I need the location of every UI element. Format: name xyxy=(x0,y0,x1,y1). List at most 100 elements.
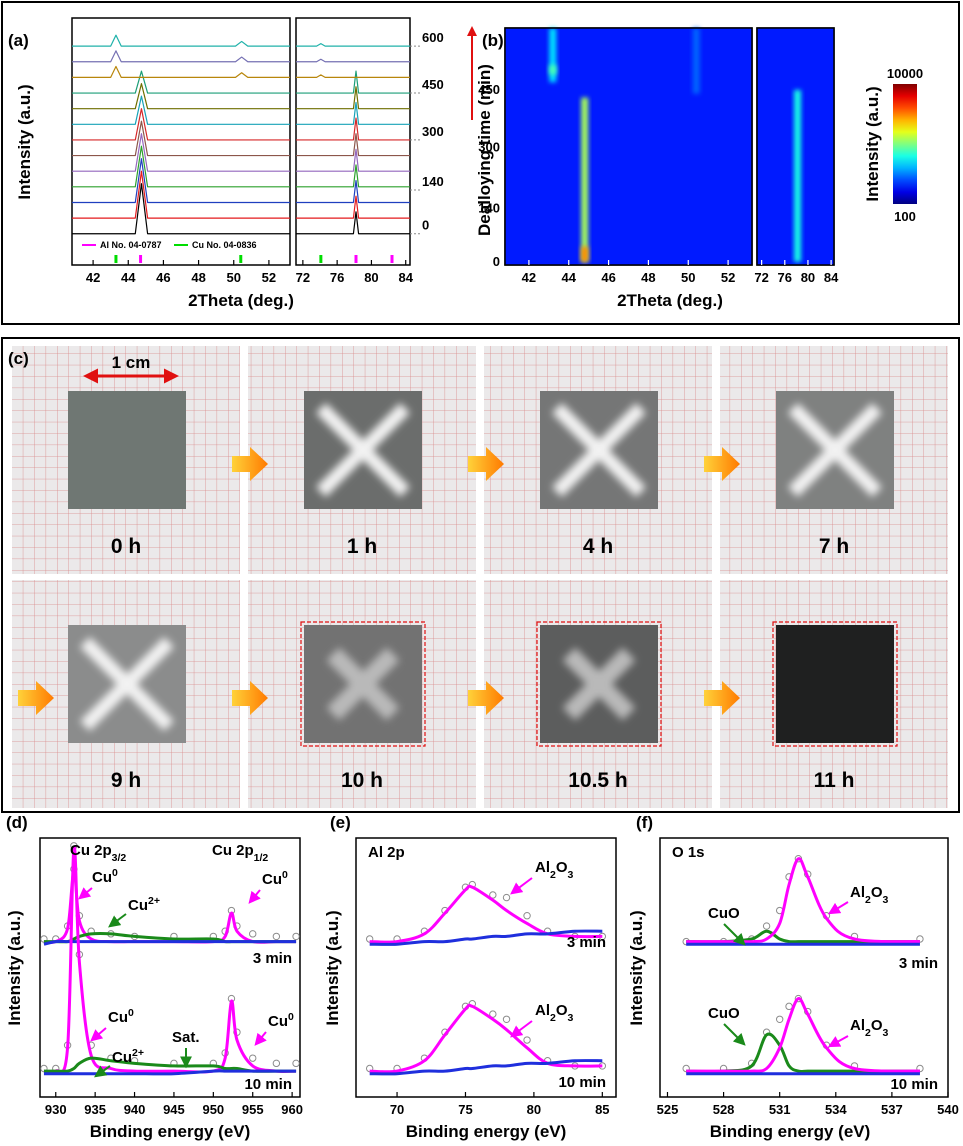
y-axis-title: Intensity (a.u.) xyxy=(15,84,34,199)
annotation: Cu 2p1/2 xyxy=(212,842,268,864)
annotation-part: Cu xyxy=(262,871,282,888)
y-tick-label: 300 xyxy=(422,124,444,139)
heatmap-streak xyxy=(581,246,589,262)
annotation-part: 2 xyxy=(550,869,556,881)
y-tick-label: 450 xyxy=(478,82,500,97)
sample-pattern xyxy=(562,647,636,721)
photo-caption: 7 h xyxy=(819,535,849,558)
y-tick-label: 0 xyxy=(422,218,429,233)
data-point xyxy=(489,1010,497,1018)
plot-frame xyxy=(295,17,411,266)
annotation: Al2O3 xyxy=(535,1002,574,1024)
sample-pattern xyxy=(552,403,646,497)
annotation: Cu0 xyxy=(92,867,118,886)
x-tick-label: 85 xyxy=(595,1102,609,1117)
x-tick-label: 960 xyxy=(281,1102,303,1117)
x-tick-label: 70 xyxy=(390,1102,404,1117)
y-axis-title: Dealloying time (min) xyxy=(475,64,494,236)
curve xyxy=(72,34,290,47)
annotation: 10 min xyxy=(558,1074,606,1091)
x-tick-label: 72 xyxy=(754,270,768,285)
heatmap-streak xyxy=(549,28,557,83)
annotation: Cu2+ xyxy=(128,895,160,914)
plot-frame xyxy=(504,27,753,266)
annotation-part: 2 xyxy=(865,1027,871,1039)
y-tick-label: 600 xyxy=(422,30,444,45)
annotation-part: 0 xyxy=(128,1007,134,1019)
highlight-box xyxy=(300,621,426,747)
data-point xyxy=(292,1059,300,1068)
annotation-part: Cu xyxy=(92,869,112,886)
photo-caption: 11 h xyxy=(814,769,855,792)
curve xyxy=(296,211,410,235)
x-axis-title: 2Theta (deg.) xyxy=(188,291,294,310)
annotation-arrow xyxy=(248,889,261,904)
data-point xyxy=(489,891,497,899)
x-tick-label: 48 xyxy=(641,270,655,285)
colorbar-tick-label: 100 xyxy=(894,209,916,224)
annotation: Cu2+ xyxy=(112,1047,144,1066)
annotation-part: 0 xyxy=(112,867,118,879)
curve xyxy=(296,43,410,47)
annotation-part: 0 xyxy=(288,1011,294,1023)
annotation-part: Cu xyxy=(108,1009,128,1026)
annotation-arrow xyxy=(254,1031,267,1046)
panel-label: (b) xyxy=(482,31,504,50)
process-arrow xyxy=(704,681,740,715)
heatmap-streak xyxy=(692,28,700,94)
curve xyxy=(296,164,410,188)
y-tick-label: 0 xyxy=(493,254,500,269)
annotation-arrow xyxy=(510,877,533,895)
photo-caption: 1 h xyxy=(347,535,377,558)
process-arrow xyxy=(704,447,740,481)
curve xyxy=(72,65,290,79)
annotation-arrow xyxy=(78,887,93,900)
curve xyxy=(72,120,290,157)
curve xyxy=(296,74,410,79)
x-tick-label: 80 xyxy=(364,270,378,285)
panel-label: (c) xyxy=(8,349,29,368)
x-tick-label: 534 xyxy=(825,1102,847,1117)
x-tick-label: 531 xyxy=(769,1102,791,1117)
annotation-part: O xyxy=(871,884,883,901)
annotation-part: Cu 2p xyxy=(70,842,112,859)
annotation-part: Al xyxy=(850,884,865,901)
panel-frame xyxy=(1,337,960,813)
panel-label: (d) xyxy=(6,813,28,832)
curve xyxy=(296,195,410,219)
annotation-part: 0 xyxy=(282,869,288,881)
annotation-part: O xyxy=(871,1017,883,1034)
curve xyxy=(296,133,410,157)
annotation-part: 3/2 xyxy=(112,852,127,864)
annotation: Al2O3 xyxy=(535,859,574,881)
annotation: 10 min xyxy=(244,1076,292,1093)
annotation-part: 3 xyxy=(883,894,889,906)
x-tick-label: 44 xyxy=(121,270,136,285)
annotation: 10 min xyxy=(890,1076,938,1093)
plot-frame xyxy=(39,837,301,1098)
annotation-part: O xyxy=(556,859,568,876)
x-tick-label: 42 xyxy=(522,270,536,285)
curve xyxy=(72,95,290,125)
data-point xyxy=(775,1015,784,1023)
photo-caption: 10 h xyxy=(341,769,383,792)
curve xyxy=(72,145,290,188)
annotation-part: 2+ xyxy=(132,1047,144,1059)
x-tick-label: 42 xyxy=(86,270,100,285)
sample-pattern xyxy=(788,403,882,497)
annotation: Cu0 xyxy=(108,1007,134,1026)
x-tick-label: 76 xyxy=(778,270,792,285)
data-point xyxy=(249,1054,257,1062)
annotation-part: Cu xyxy=(128,897,148,914)
x-tick-label: 528 xyxy=(713,1102,735,1117)
data-point xyxy=(272,1059,281,1068)
annotation: Sat. xyxy=(172,1029,200,1046)
panel-label: (a) xyxy=(8,31,29,50)
plot-frame xyxy=(756,27,835,266)
x-tick-label: 80 xyxy=(527,1102,541,1117)
sample-pattern xyxy=(326,647,400,721)
data-point xyxy=(272,932,281,941)
panel-frame xyxy=(1,1,960,325)
curve xyxy=(72,170,290,219)
heatmap-streak xyxy=(581,97,589,262)
